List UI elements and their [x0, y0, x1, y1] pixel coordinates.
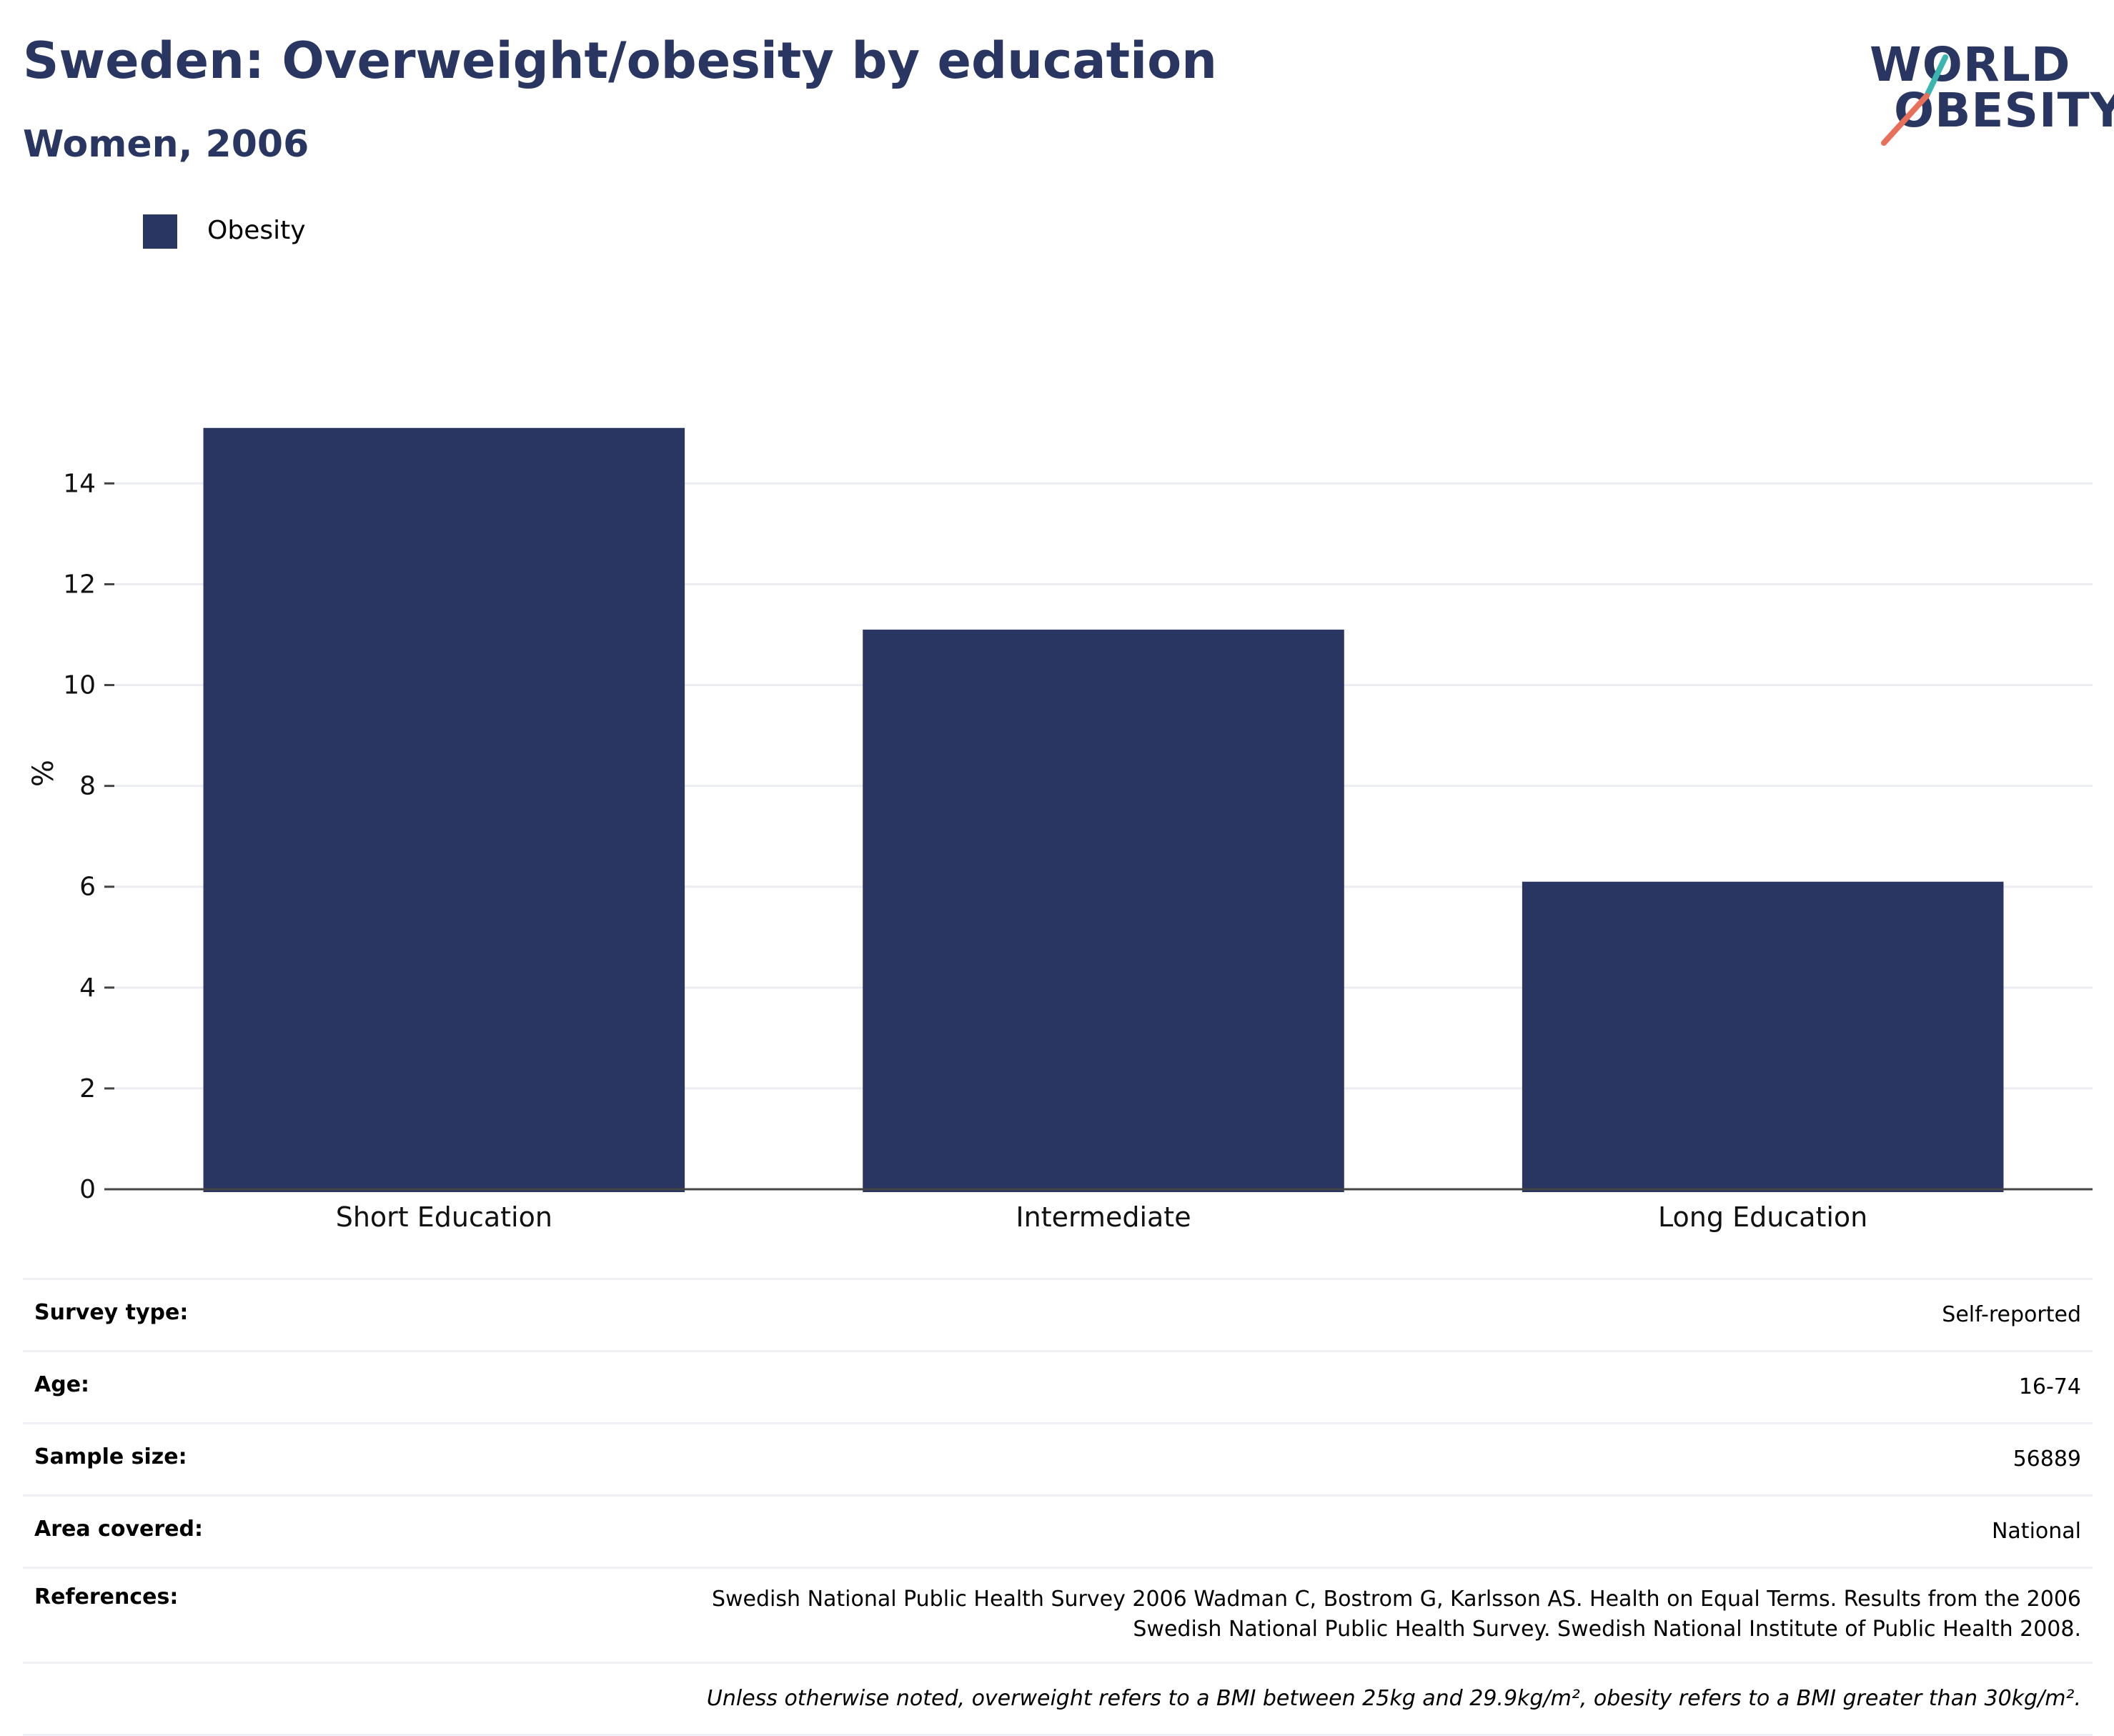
- bar-intermediate: [863, 629, 1344, 1192]
- legend-label-obesity: Obesity: [207, 216, 306, 245]
- legend-swatch-obesity: [143, 214, 177, 249]
- info-row-sample-size: Sample size: 56889: [23, 1424, 2093, 1497]
- info-value: 56889: [2013, 1447, 2081, 1472]
- info-row-survey-type: Survey type: Self-reported: [23, 1280, 2093, 1352]
- info-key: Age:: [34, 1372, 90, 1397]
- info-key: References:: [34, 1584, 179, 1609]
- y-tick-label: 0: [79, 1175, 96, 1204]
- info-key: Sample size:: [34, 1444, 187, 1469]
- x-tick-label: Short Education: [336, 1201, 552, 1233]
- info-key: Survey type:: [34, 1300, 189, 1325]
- info-row-area-covered: Area covered: National: [23, 1497, 2093, 1569]
- world-obesity-logo: WORLD OBESITY: [1858, 21, 2114, 150]
- y-axis-label: %: [27, 760, 60, 787]
- info-key: Area covered:: [34, 1517, 203, 1542]
- survey-info-table: Survey type: Self-reported Age: 16-74 Sa…: [23, 1278, 2093, 1736]
- logo-line-1: WORLD: [1870, 37, 2071, 92]
- references-line-1: Swedish National Public Health Survey 20…: [711, 1587, 2081, 1612]
- info-row-references: References: Swedish National Public Heal…: [23, 1569, 2093, 1664]
- references-line-2: Swedish National Public Health Survey. S…: [1133, 1617, 2081, 1642]
- logo-slash-teal: [1924, 54, 1948, 99]
- y-tick-label: 2: [79, 1074, 96, 1103]
- logo-line-2: OBESITY: [1894, 83, 2114, 138]
- info-value: National: [1991, 1519, 2081, 1544]
- y-tick-label: 6: [79, 873, 96, 902]
- y-tick-label: 10: [63, 671, 96, 700]
- bar-long-education: [1522, 881, 2004, 1192]
- chart-subtitle: Women, 2006: [23, 123, 309, 166]
- info-row-age: Age: 16-74: [23, 1352, 2093, 1424]
- chart-title: Sweden: Overweight/obesity by education: [23, 31, 1218, 90]
- x-tick-label: Long Education: [1658, 1201, 1867, 1233]
- info-value: Self-reported: [1942, 1302, 2081, 1327]
- logo-slash-icon: [1881, 54, 1948, 146]
- y-tick-label: 4: [79, 973, 96, 1003]
- x-tick-label: Intermediate: [1016, 1201, 1191, 1233]
- y-tick-label: 14: [63, 469, 96, 498]
- y-tick-label: 12: [63, 570, 96, 599]
- bar-short-education: [203, 427, 685, 1192]
- bar-chart: 0 2 4 6 8 10 12 14 Short Education Intermediate Lo…: [27, 427, 2093, 1233]
- y-tick-label: 8: [79, 772, 96, 801]
- bmi-definition-note: Unless otherwise noted, overweight refer…: [706, 1686, 2081, 1711]
- info-value: 16-74: [2018, 1374, 2081, 1399]
- logo-slash-coral: [1881, 93, 1930, 146]
